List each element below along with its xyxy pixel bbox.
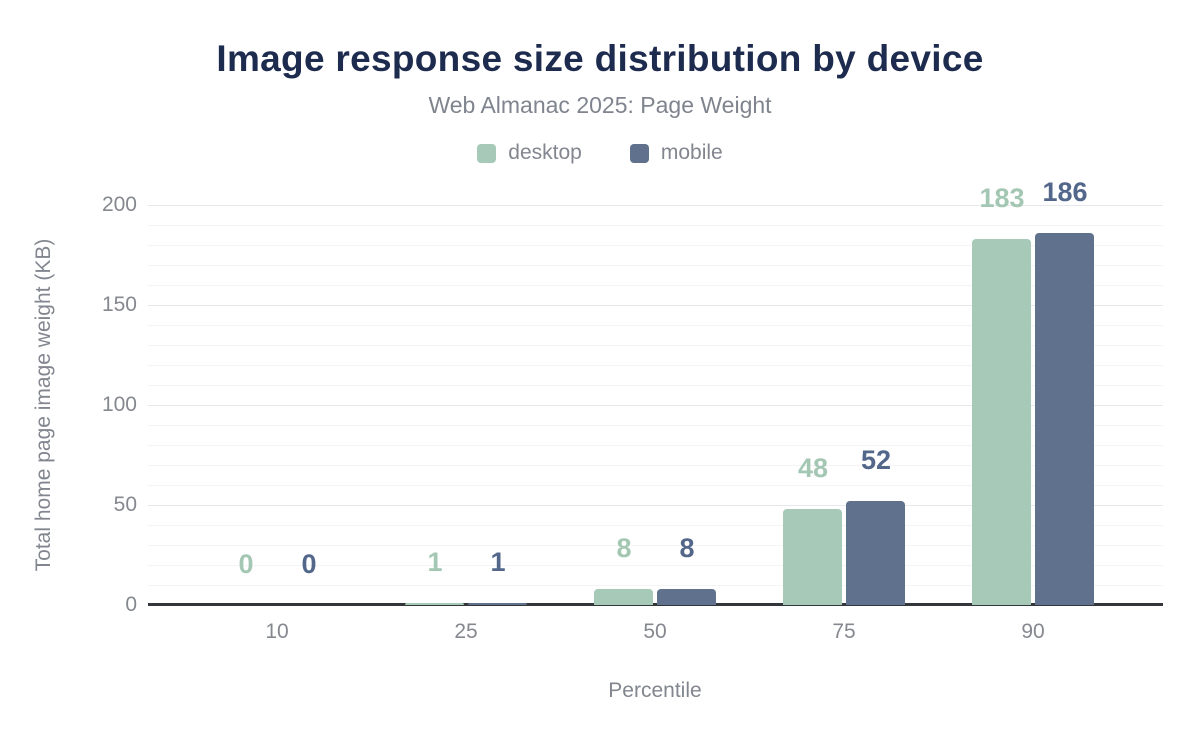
minor-gridline xyxy=(148,545,1163,546)
minor-gridline xyxy=(148,465,1163,466)
legend-swatch-desktop xyxy=(477,143,497,163)
chart-subtitle: Web Almanac 2025: Page Weight xyxy=(428,92,772,118)
y-axis-title: Total home page image weight (KB) xyxy=(32,238,55,572)
data-label-mobile-p25: 1 xyxy=(490,547,506,577)
minor-gridline xyxy=(148,565,1163,566)
major-gridline xyxy=(148,305,1163,306)
minor-gridline xyxy=(148,585,1163,586)
legend-item-mobile[interactable]: mobile xyxy=(629,141,723,165)
minor-gridline xyxy=(148,265,1163,266)
data-label-mobile-p10: 0 xyxy=(301,549,317,579)
y-tick-label: 0 xyxy=(125,593,137,616)
data-label-desktop-p75: 48 xyxy=(797,453,829,483)
bar-mobile-p75[interactable] xyxy=(846,501,905,605)
y-tick-label: 200 xyxy=(101,193,137,216)
bar-desktop-p75[interactable] xyxy=(783,509,842,605)
data-label-mobile-p50: 8 xyxy=(679,533,695,563)
minor-gridline xyxy=(148,445,1163,446)
legend-item-desktop[interactable]: desktop xyxy=(477,141,582,165)
minor-gridline xyxy=(148,345,1163,346)
data-label-desktop-p25: 1 xyxy=(427,547,443,577)
minor-gridline xyxy=(148,385,1163,386)
chart-title: Image response size distribution by devi… xyxy=(216,38,984,79)
minor-gridline xyxy=(148,525,1163,526)
major-gridline xyxy=(148,205,1163,206)
major-gridline xyxy=(148,405,1163,406)
major-gridline xyxy=(148,505,1163,506)
x-tick-label: 25 xyxy=(454,620,478,643)
x-axis-title: Percentile xyxy=(608,679,702,702)
bar-mobile-p50[interactable] xyxy=(657,589,716,605)
x-tick-label: 75 xyxy=(832,620,856,643)
y-tick-label: 100 xyxy=(101,393,137,416)
legend-swatch-mobile xyxy=(629,143,649,163)
x-tick-label: 90 xyxy=(1021,620,1045,643)
minor-gridline xyxy=(148,225,1163,226)
bar-mobile-p90[interactable] xyxy=(1035,233,1094,605)
minor-gridline xyxy=(148,425,1163,426)
minor-gridline xyxy=(148,325,1163,326)
data-label-mobile-p90: 186 xyxy=(1042,177,1088,207)
minor-gridline xyxy=(148,365,1163,366)
bar-desktop-p25[interactable] xyxy=(405,603,464,605)
y-tick-label: 150 xyxy=(101,293,137,316)
data-label-desktop-p50: 8 xyxy=(616,533,632,563)
x-tick-label: 50 xyxy=(643,620,667,643)
data-label-desktop-p10: 0 xyxy=(238,549,254,579)
minor-gridline xyxy=(148,245,1163,246)
x-tick-label: 10 xyxy=(265,620,289,643)
x-axis-line xyxy=(148,603,1163,606)
y-tick-label: 50 xyxy=(113,493,137,516)
minor-gridline xyxy=(148,285,1163,286)
data-label-desktop-p90: 183 xyxy=(979,183,1025,213)
bar-desktop-p90[interactable] xyxy=(972,239,1031,605)
minor-gridline xyxy=(148,485,1163,486)
legend-label-desktop: desktop xyxy=(508,141,582,164)
bar-mobile-p25[interactable] xyxy=(468,603,527,605)
data-label-mobile-p75: 52 xyxy=(860,445,892,475)
legend-label-mobile: mobile xyxy=(660,141,723,164)
legend: desktop mobile xyxy=(0,140,1200,166)
bar-desktop-p50[interactable] xyxy=(594,589,653,605)
